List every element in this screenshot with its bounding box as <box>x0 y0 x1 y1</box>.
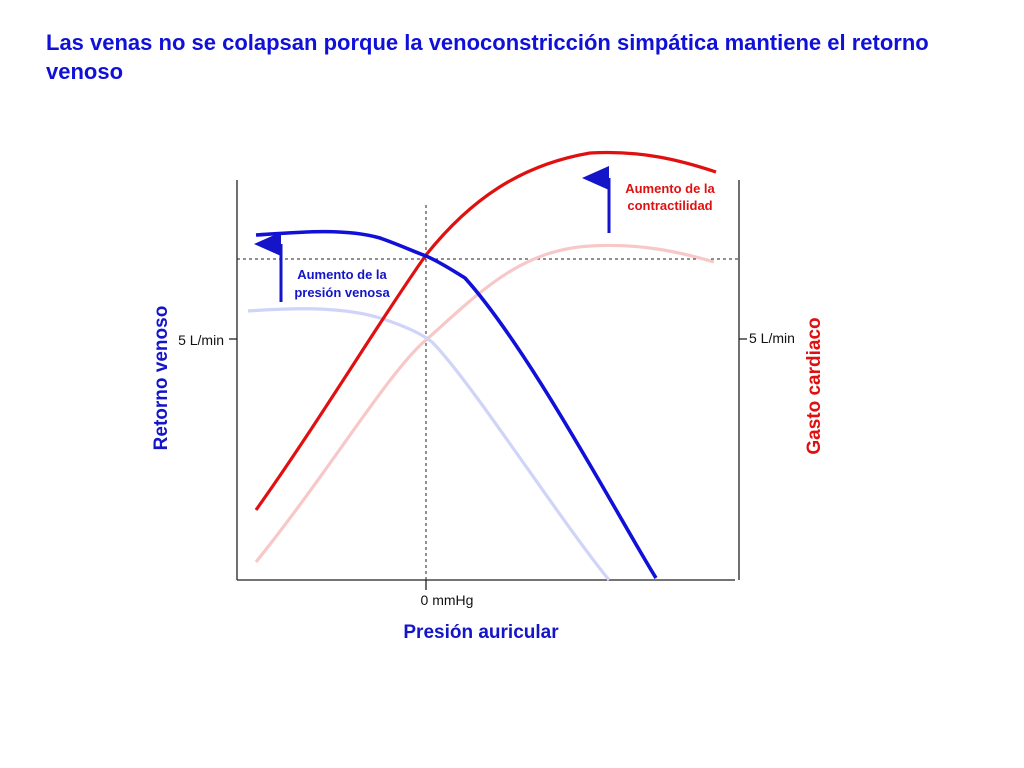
x-axis-title: Presión auricular <box>403 622 559 643</box>
y-tick-label-left: 5 L/min <box>178 332 224 348</box>
venous-pressure-annotation-line-2: presión venosa <box>294 285 390 300</box>
venous-return-curve <box>255 229 658 579</box>
y-axis-title-left: Retorno venoso <box>151 306 172 451</box>
y-tick-label-right: 5 L/min <box>749 330 795 346</box>
y-axis-title-right: Gasto cardiaco <box>804 317 825 454</box>
x-tick-label-zero: 0 mmHg <box>421 592 474 608</box>
cardiac-output-curve <box>254 150 717 511</box>
venous-pressure-annotation-line-1: Aumento de la <box>297 267 387 282</box>
venous-return-curve-baseline <box>247 307 611 582</box>
page-title: Las venas no se colapsan porque la venoc… <box>46 30 929 84</box>
cardiac-output-curve-baseline <box>254 243 715 564</box>
contractility-annotation-line-2: contractilidad <box>627 198 712 213</box>
contractility-annotation-line-1: Aumento de la <box>625 181 715 196</box>
